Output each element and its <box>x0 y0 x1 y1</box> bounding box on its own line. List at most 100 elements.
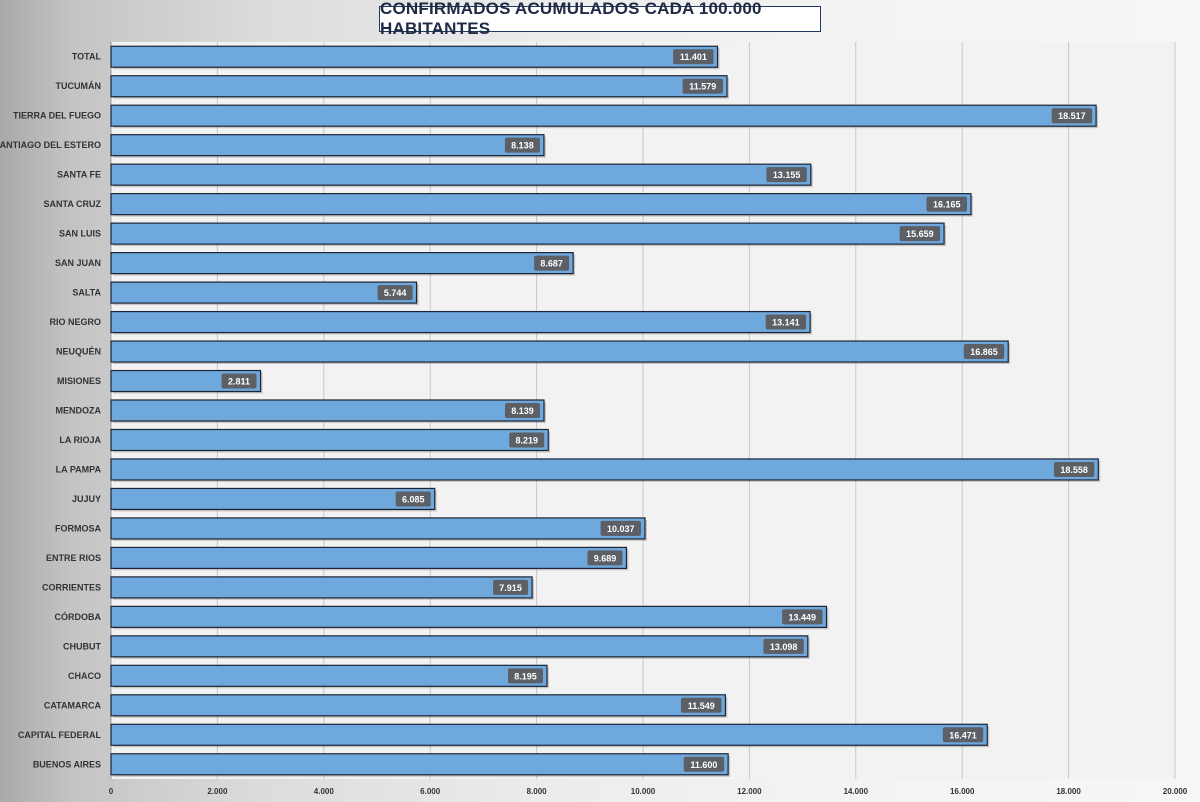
category-label: JUJUY <box>72 494 101 504</box>
data-label: 16.165 <box>933 200 961 210</box>
category-label: SANTA CRUZ <box>44 199 102 209</box>
bar <box>110 664 548 687</box>
category-label: SANTA FE <box>57 170 101 180</box>
data-label-box <box>942 727 984 743</box>
bar <box>110 340 1009 363</box>
data-label: 2.811 <box>228 377 250 387</box>
data-label-box <box>377 285 413 301</box>
category-label: BUENOS AIRES <box>33 759 101 769</box>
data-label: 13.098 <box>770 642 798 652</box>
bar <box>110 104 1097 127</box>
x-tick-label: 18.000 <box>1056 787 1081 796</box>
data-label-box <box>504 403 540 418</box>
bar <box>110 576 533 599</box>
data-label: 5.744 <box>384 288 407 298</box>
bar <box>110 310 811 334</box>
data-label: 9.689 <box>594 553 617 563</box>
x-tick-label: 6.000 <box>420 787 441 796</box>
data-label-box <box>395 491 431 507</box>
category-label: LA PAMPA <box>56 464 102 474</box>
data-label-box <box>1053 461 1095 477</box>
category-label: SANTIAGO DEL ESTERO <box>0 140 101 150</box>
bar <box>110 723 988 746</box>
data-label: 11.401 <box>680 52 707 62</box>
category-label: RIO NEGRO <box>49 317 101 327</box>
data-label-box <box>509 432 545 448</box>
category-label: CHUBUT <box>63 641 101 651</box>
data-label: 16.471 <box>949 730 977 740</box>
data-label-box <box>534 255 570 271</box>
data-label: 13.155 <box>773 170 801 180</box>
data-label: 11.549 <box>688 701 715 711</box>
data-label: 7.915 <box>499 583 522 593</box>
data-label-box <box>926 196 967 212</box>
x-tick-label: 8.000 <box>527 787 548 796</box>
bar <box>110 546 628 570</box>
data-label-box <box>1051 108 1093 124</box>
bar <box>110 45 719 68</box>
data-label-box <box>763 638 804 654</box>
bar <box>110 252 574 275</box>
data-label-box <box>221 373 257 389</box>
category-label: MENDOZA <box>56 406 102 416</box>
data-label: 11.600 <box>690 760 717 770</box>
x-tick-label: 12.000 <box>737 787 762 796</box>
bar <box>110 487 436 511</box>
bar <box>110 753 729 776</box>
bar <box>110 75 728 98</box>
category-label: SAN LUIS <box>59 229 101 239</box>
data-label-box <box>782 609 823 625</box>
category-label: FORMOSA <box>55 523 101 533</box>
x-tick-label: 4.000 <box>314 787 335 796</box>
bar <box>110 694 727 717</box>
data-label-box <box>600 520 641 536</box>
data-label: 11.579 <box>689 82 716 92</box>
data-label-box <box>673 49 714 65</box>
data-label: 13.449 <box>789 612 817 622</box>
category-label: CATAMARCA <box>44 700 102 710</box>
category-label: TIERRA DEL FUEGO <box>13 111 101 121</box>
bar <box>110 222 945 245</box>
bar <box>110 605 828 628</box>
category-label: CAPITAL FEDERAL <box>18 730 102 740</box>
data-label: 8.687 <box>540 259 563 269</box>
data-label-box <box>899 226 941 242</box>
data-label-box <box>766 167 807 183</box>
data-label-box <box>681 697 722 713</box>
category-label: SALTA <box>72 288 101 298</box>
category-label: NEUQUÉN <box>56 347 101 357</box>
x-tick-label: 10.000 <box>631 787 656 796</box>
chart-title: CONFIRMADOS ACUMULADOS CADA 100.000 HABI… <box>379 0 821 38</box>
data-label-box <box>493 579 529 595</box>
category-label: CORRIENTES <box>42 582 101 592</box>
data-label-box <box>683 756 725 772</box>
data-label: 13.141 <box>772 318 800 328</box>
bar <box>110 134 545 157</box>
chart-title-text: CONFIRMADOS ACUMULADOS CADA 100.000 HABI… <box>380 0 762 38</box>
data-label-box <box>507 668 543 684</box>
data-label-box <box>587 550 623 566</box>
bar <box>110 163 812 186</box>
category-label: CÓRDOBA <box>55 611 102 622</box>
x-tick-label: 0 <box>109 787 114 796</box>
bar <box>110 281 418 304</box>
data-label: 18.558 <box>1060 465 1088 475</box>
data-label: 18.517 <box>1058 111 1086 121</box>
bar <box>110 635 809 658</box>
data-label: 8.195 <box>514 671 537 681</box>
x-tick-label: 2.000 <box>207 787 228 796</box>
x-tick-label: 14.000 <box>844 787 869 796</box>
category-label: LA RIOJA <box>59 435 101 445</box>
data-label: 10.037 <box>607 524 635 534</box>
category-label: SAN JUAN <box>55 258 101 268</box>
category-label: TUCUMÁN <box>56 81 102 91</box>
category-label: CHACO <box>68 671 101 681</box>
bar <box>110 517 646 540</box>
data-label-box <box>682 78 724 94</box>
bar <box>110 399 545 422</box>
bar <box>110 193 972 216</box>
data-label-box <box>504 137 540 153</box>
data-label: 8.138 <box>511 141 534 151</box>
data-label: 6.085 <box>402 494 425 504</box>
